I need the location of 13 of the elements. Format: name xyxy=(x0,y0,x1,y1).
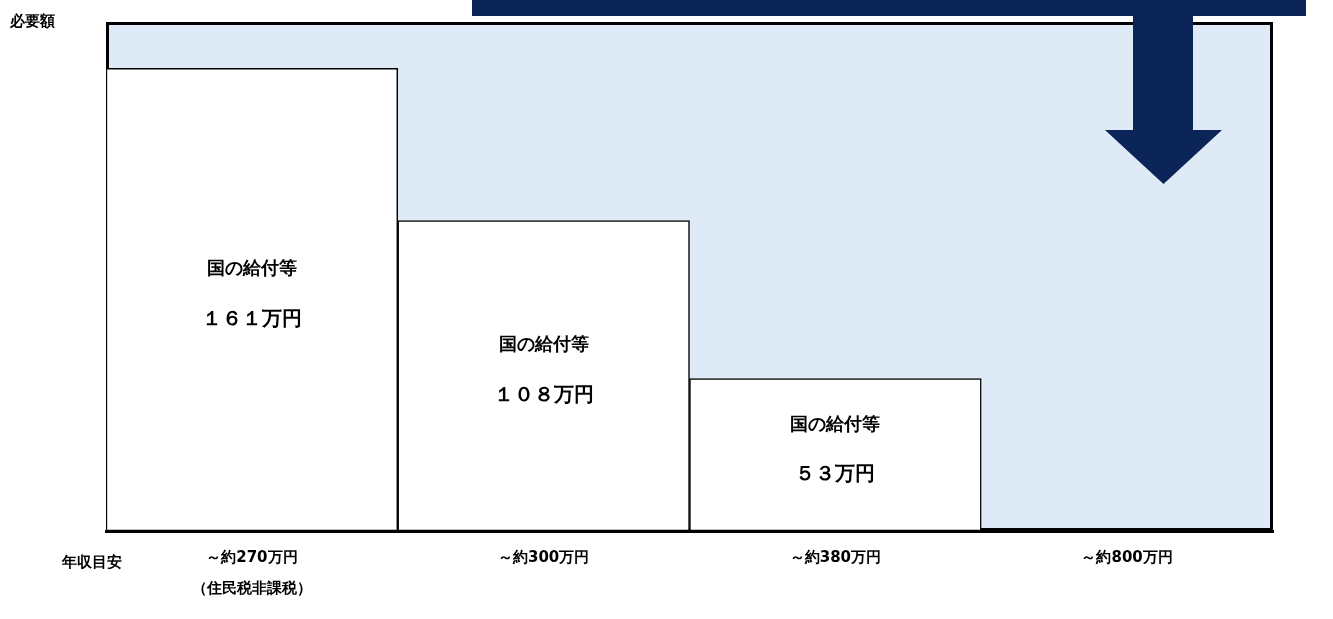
x-axis-title: 年収目安 xyxy=(61,552,122,571)
data-label: １６１万円 xyxy=(201,305,302,330)
x-tick-label: ～約380万円 xyxy=(789,547,882,566)
x-tick-label: ～約270万円 xyxy=(206,547,298,566)
data-label: ５３万円 xyxy=(795,461,876,486)
series-label: 国の給付等 xyxy=(790,412,881,434)
x-tick-label: ～約300万円 xyxy=(497,547,590,566)
text: （住民税非課税） xyxy=(191,578,312,597)
text: 国の給付等 xyxy=(206,257,297,279)
data-label: １０８万円 xyxy=(493,382,594,406)
text: 国の給付等 xyxy=(498,333,589,355)
y-axis-title: 必要額 xyxy=(9,11,55,30)
x-tick-label: ～約800万円 xyxy=(1081,547,1173,566)
